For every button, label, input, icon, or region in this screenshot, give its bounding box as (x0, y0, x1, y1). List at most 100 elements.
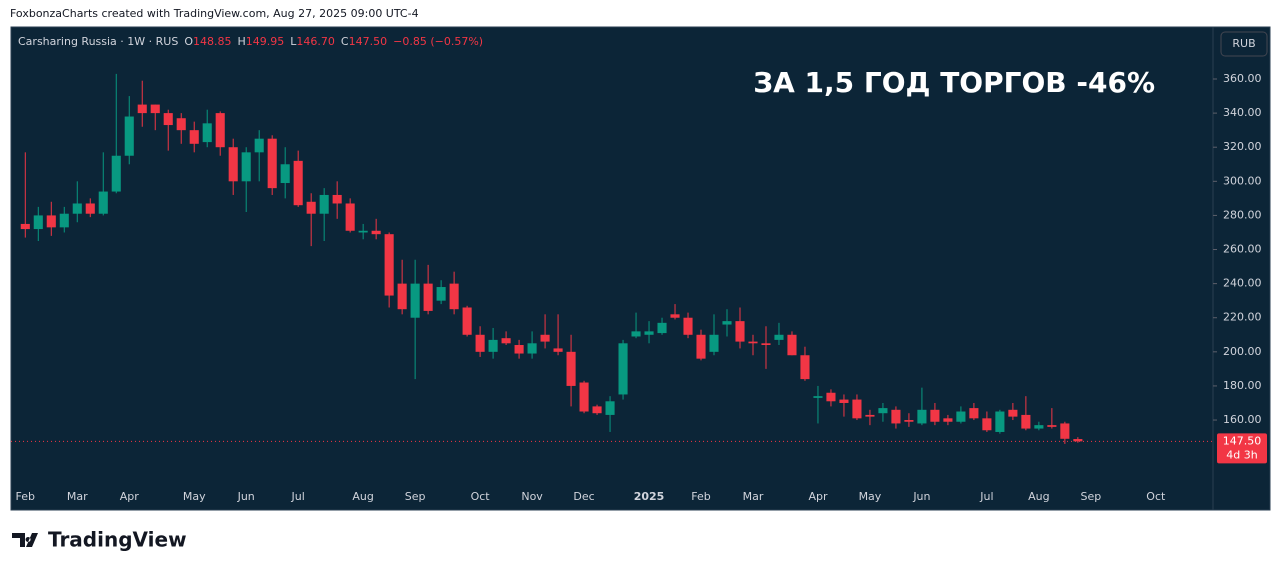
x-tick-label: Sep (1080, 490, 1101, 503)
candle-body (85, 203, 95, 214)
candle-body (969, 408, 979, 419)
candle-body (904, 420, 914, 422)
watermark: FoxbonzaCharts created with TradingView.… (10, 7, 419, 20)
candle-body (1008, 409, 1018, 417)
candle-body (839, 399, 849, 403)
x-tick-label: Jul (291, 490, 305, 503)
x-tick-label: Mar (67, 490, 88, 503)
y-tick-label: 180.00 (1223, 379, 1262, 392)
currency-button[interactable] (1220, 31, 1268, 57)
candle-body (657, 322, 667, 334)
candle-body (215, 113, 225, 148)
candle-body (384, 234, 394, 296)
x-tick-label: Dec (573, 490, 594, 503)
candle-body (1073, 439, 1083, 442)
candle-body (995, 411, 1005, 432)
candle-body (98, 191, 108, 214)
x-tick-label: Jun (237, 490, 255, 503)
candle-body (748, 341, 758, 344)
candle-body (436, 287, 446, 301)
candle-body (800, 355, 810, 380)
candle-body (189, 130, 199, 144)
x-tick-label: Apr (120, 490, 140, 503)
candle-body (241, 152, 251, 182)
candle-body (1060, 423, 1070, 439)
y-tick-label: 160.00 (1223, 413, 1262, 426)
candle-body (59, 213, 69, 228)
symbol: Carsharing Russia · 1W · RUS (18, 35, 178, 48)
candle-body (267, 138, 277, 189)
currency: RUB (1232, 37, 1255, 50)
candle-body (33, 215, 43, 230)
candle-body (787, 334, 797, 356)
candle-body (501, 338, 511, 344)
candle-body (566, 351, 576, 386)
candle-body (982, 418, 992, 431)
candle-body (930, 409, 940, 422)
candle-body (345, 203, 355, 231)
x-tick-label: Apr (808, 490, 828, 503)
annotation: ЗА 1,5 ГОД ТОРГОВ -46% (753, 66, 1155, 99)
candle-body (137, 104, 147, 114)
l-value: 146.70 (296, 35, 335, 48)
candle-body (150, 104, 160, 114)
candle-body (410, 283, 420, 318)
candle-body (813, 396, 823, 398)
x-tick-label: Aug (352, 490, 373, 503)
x-tick-label: Mar (743, 490, 764, 503)
legend-header: Carsharing Russia · 1W · RUS O148.85 H149.… (18, 35, 483, 48)
last-price-label: 147.50 (1223, 434, 1262, 447)
o-value: 148.85 (193, 35, 232, 48)
x-tick-label: Feb (16, 490, 35, 503)
candle-body (228, 147, 238, 182)
x-tick-label: 2025 (634, 490, 665, 503)
c-label: C (341, 35, 349, 48)
candle-body (306, 201, 316, 214)
last-price-box (1217, 433, 1267, 464)
candle-body (462, 307, 472, 335)
h-label: H (238, 35, 246, 48)
x-tick-label: May (183, 490, 206, 503)
candle-body (735, 321, 745, 342)
candle-body (449, 283, 459, 310)
footer-logo: TradingView (12, 528, 187, 552)
candle-body (111, 155, 121, 192)
candle-body (540, 334, 550, 342)
candle-body (475, 334, 485, 352)
y-tick-label: 240.00 (1223, 277, 1262, 290)
candle-body (488, 339, 498, 352)
candle-body (852, 399, 862, 419)
candle-body (319, 194, 329, 214)
candle-body (891, 409, 901, 424)
x-tick-label: May (859, 490, 882, 503)
candle-body (722, 321, 732, 325)
logo-text: TradingView (48, 528, 187, 552)
candle-body (774, 334, 784, 340)
candle-body (618, 343, 628, 395)
candle-body (917, 409, 927, 424)
candle-body (1047, 425, 1057, 427)
x-tick-label: Aug (1028, 490, 1049, 503)
candle-body (696, 334, 706, 359)
candle-body (371, 230, 381, 235)
y-tick-label: 200.00 (1223, 345, 1262, 358)
candle-body (670, 314, 680, 318)
candle-body (20, 223, 30, 230)
candle-body (631, 331, 641, 337)
y-tick-label: 220.00 (1223, 311, 1262, 324)
chart-pane (10, 26, 1271, 511)
candle-body (358, 230, 368, 233)
candle-body (163, 113, 173, 126)
y-tick-label: 340.00 (1223, 106, 1262, 119)
candle-body (644, 331, 654, 335)
l-label: L (290, 35, 297, 48)
candle-body (865, 414, 875, 417)
c-value: 147.50 (349, 35, 388, 48)
candle-body (709, 334, 719, 352)
x-tick-label: Nov (521, 490, 543, 503)
candle-body (293, 160, 303, 206)
candle-body (280, 164, 290, 184)
candle-body (397, 283, 407, 310)
candle-body (423, 283, 433, 311)
